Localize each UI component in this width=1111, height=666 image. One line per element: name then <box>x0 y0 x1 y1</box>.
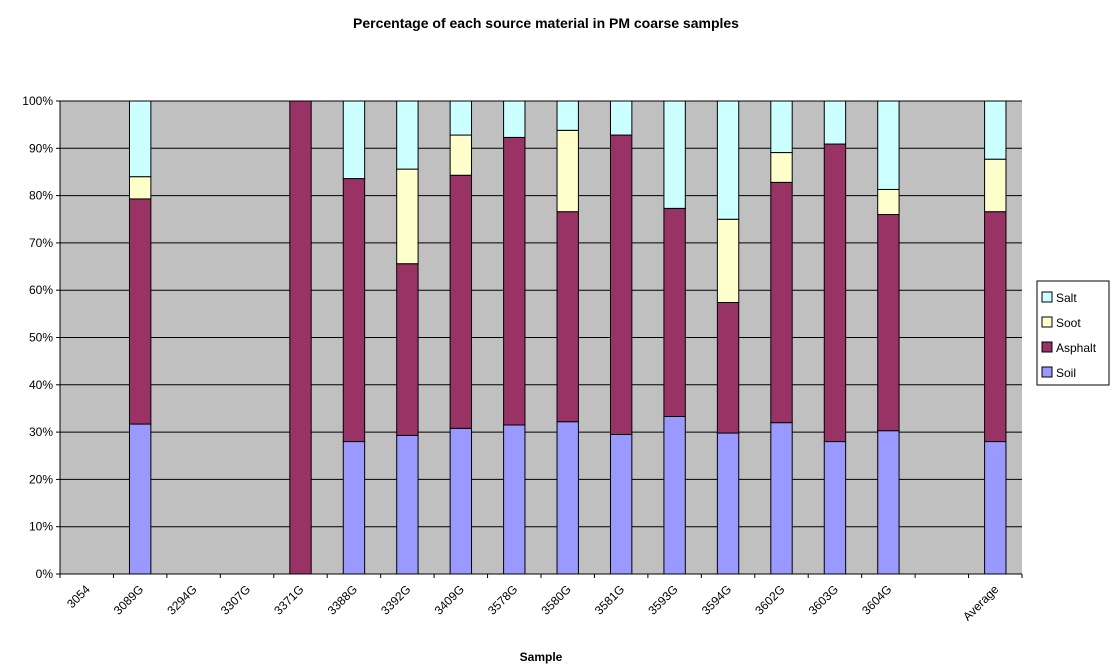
bar-salt <box>823 100 847 145</box>
legend-label-soot: Soot <box>1056 316 1081 330</box>
bar-soil <box>396 434 419 575</box>
bar-soil <box>449 427 473 575</box>
bar-asphalt <box>396 263 419 436</box>
gridlines <box>60 100 1022 528</box>
x-tick-label: 3594G <box>699 582 734 617</box>
x-tick-label: Average <box>960 582 1002 624</box>
bar-asphalt <box>609 134 633 435</box>
bar-soot <box>128 176 152 200</box>
legend-swatch-soot <box>1041 316 1053 328</box>
y-tick-label: 0% <box>36 567 54 581</box>
bar-salt <box>556 100 579 131</box>
y-axis-ticks: 0% 10% 20% 30% 40% 50% 60% 70% 80% 90% 100% <box>22 94 60 581</box>
bar-soil <box>823 441 847 575</box>
bar-asphalt <box>770 181 793 424</box>
bar-soil <box>716 432 740 575</box>
bar-soil <box>556 421 579 575</box>
x-tick-label: 3388G <box>325 582 360 617</box>
x-axis-label: Sample <box>520 650 563 664</box>
bar-salt <box>342 100 366 180</box>
bar-soil <box>503 424 526 575</box>
bar-soil <box>342 441 366 575</box>
bar-asphalt <box>503 136 526 426</box>
x-axis-ticks: 3054 3089G 3294G 3307G 3371G 3388G 3392G 3409G 3… <box>59 574 1023 624</box>
y-tick-label: 10% <box>29 520 53 534</box>
legend: Salt Soot Asphalt Soil <box>1036 280 1110 386</box>
x-tick-label: 3580G <box>538 582 573 617</box>
bar-soil <box>770 422 793 575</box>
bar-asphalt <box>984 211 1007 443</box>
bar-asphalt <box>342 178 366 443</box>
bar-asphalt <box>449 174 473 429</box>
bar-soil <box>984 441 1007 575</box>
bar-asphalt <box>128 198 152 425</box>
bar-asphalt <box>663 207 686 417</box>
y-tick-label: 90% <box>29 141 53 155</box>
bar-salt <box>984 100 1007 160</box>
bar-salt <box>663 100 686 209</box>
y-tick-label: 70% <box>29 236 53 250</box>
legend-swatch-soil <box>1041 366 1053 378</box>
y-tick-label: 100% <box>22 94 53 108</box>
y-tick-label: 50% <box>29 331 53 345</box>
x-tick-label: 3581G <box>592 582 627 617</box>
y-tick-label: 20% <box>29 472 53 486</box>
x-tick-label: 3307G <box>218 582 253 617</box>
y-tick-label: 30% <box>29 425 53 439</box>
x-tick-label: 3578G <box>485 582 520 617</box>
x-tick-label: 3392G <box>378 582 413 617</box>
y-tick-label: 80% <box>29 189 53 203</box>
x-tick-label: 3603G <box>806 582 841 617</box>
bar-soot <box>449 134 473 176</box>
x-tick-label: 3593G <box>645 582 680 617</box>
bar-salt <box>716 100 740 220</box>
bar-asphalt <box>556 211 579 423</box>
legend-swatch-salt <box>1041 291 1053 303</box>
bar-soot <box>556 129 579 213</box>
bar-salt <box>877 100 900 190</box>
bar-salt <box>396 100 419 170</box>
bar-asphalt <box>289 100 312 575</box>
y-tick-label: 60% <box>29 283 53 297</box>
legend-swatch-asphalt <box>1041 341 1053 353</box>
x-tick-label: 3294G <box>164 582 199 617</box>
bar-soil <box>663 415 686 575</box>
bar-soot <box>877 188 900 216</box>
x-tick-label: 3371G <box>271 582 306 617</box>
bar-soot <box>396 168 419 265</box>
x-tick-label: 3602G <box>752 582 787 617</box>
chart-title: Percentage of each source material in PM… <box>353 15 739 31</box>
x-tick-label: 3054 <box>64 582 93 611</box>
bar-soil <box>609 433 633 575</box>
legend-label-asphalt: Asphalt <box>1056 341 1097 355</box>
bar-asphalt <box>877 214 900 432</box>
bar-soot <box>770 152 793 183</box>
x-tick-label: 3089G <box>111 582 146 617</box>
bar-asphalt <box>823 143 847 443</box>
bar-salt <box>770 100 793 154</box>
bar-soot <box>984 158 1007 213</box>
y-tick-label: 40% <box>29 378 53 392</box>
bar-salt <box>503 100 526 138</box>
legend-label-soil: Soil <box>1056 366 1076 380</box>
x-tick-label: 3409G <box>432 582 467 617</box>
x-tick-label: 3604G <box>859 582 894 617</box>
bar-salt <box>609 100 633 136</box>
bar-soot <box>716 218 740 303</box>
bar-soil <box>877 430 900 575</box>
bar-salt <box>128 100 152 178</box>
bar-asphalt <box>716 302 740 434</box>
bar-soil <box>128 423 152 575</box>
legend-label-salt: Salt <box>1056 291 1077 305</box>
bar-salt <box>449 100 473 136</box>
